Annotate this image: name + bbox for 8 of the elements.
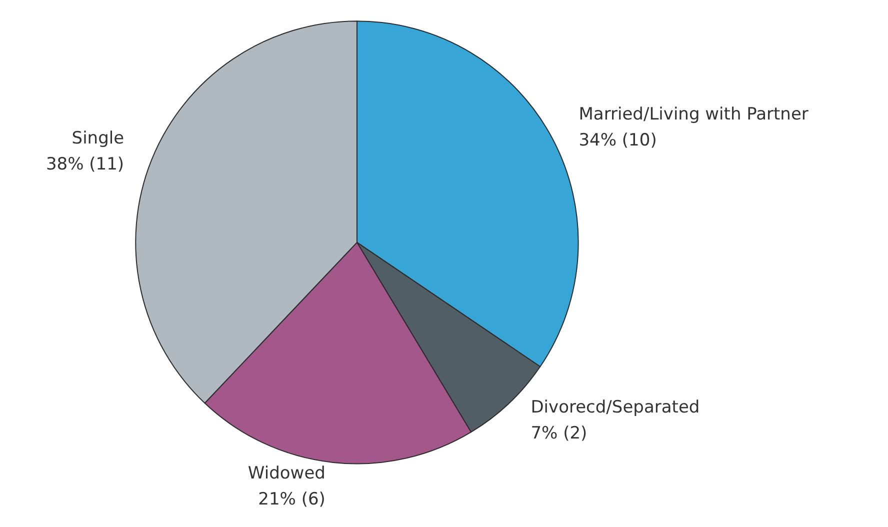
data-label: 21% (6) (258, 489, 326, 510)
slice-label: Single (72, 128, 124, 149)
slice-label: Married/Living with Partner (578, 104, 808, 124)
slice-label: Divorecd/Separated (530, 398, 700, 418)
data-label: 7% (2) (530, 424, 588, 444)
data-label: 34% (10) (578, 130, 657, 150)
data-label: 38% (11) (46, 154, 124, 175)
slice-label: Widowed (248, 463, 326, 484)
